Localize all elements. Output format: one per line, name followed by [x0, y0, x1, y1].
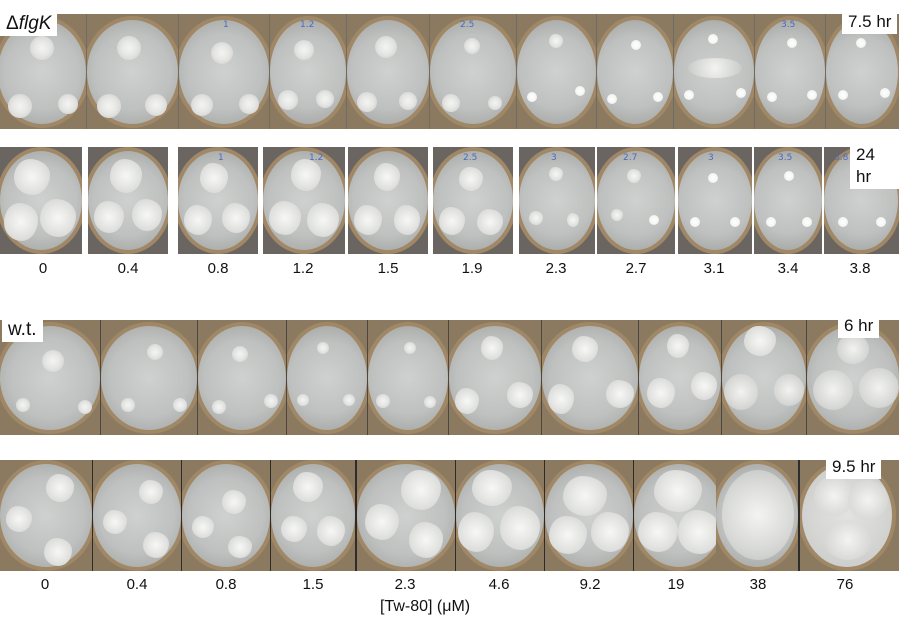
time-label-24hr: 24 hr — [850, 143, 899, 189]
axis-title: [Tw-80] (μM) — [380, 598, 471, 615]
conc-label: 3.1 — [703, 260, 725, 277]
plate — [0, 147, 82, 254]
plate — [88, 147, 168, 254]
conc-label: 1.5 — [302, 576, 324, 593]
plate — [597, 14, 673, 129]
plate — [198, 320, 286, 435]
plate — [347, 14, 429, 129]
plate — [722, 320, 806, 435]
strain-label-wt: w.t. — [2, 318, 43, 342]
conc-label: 2.3 — [545, 260, 567, 277]
conc-label: 2.7 — [625, 260, 647, 277]
plate — [639, 320, 721, 435]
plate — [674, 14, 754, 129]
conc-label: 3.8 — [849, 260, 871, 277]
plate — [271, 460, 355, 571]
conc-label: 0 — [38, 260, 48, 277]
plate — [634, 460, 724, 571]
time-label-9-5hr: 9.5 hr — [826, 455, 882, 479]
time-label-6hr: 6 hr — [838, 314, 880, 338]
plate — [287, 320, 367, 435]
plate: 3.5 — [754, 147, 822, 254]
plate — [182, 460, 270, 571]
strain-wt: w.t. — [8, 319, 37, 340]
plate — [87, 14, 178, 129]
plate — [101, 320, 197, 435]
plate — [716, 460, 798, 571]
time-label-7-5hr: 7.5 hr — [842, 10, 898, 34]
plate — [0, 460, 92, 571]
plate: 1.2 — [270, 14, 346, 129]
plate — [807, 320, 899, 435]
plate — [456, 460, 544, 571]
conc-label: 0 — [40, 576, 50, 593]
plate — [517, 14, 596, 129]
conc-label: 1.2 — [292, 260, 314, 277]
plate: 3 — [519, 147, 595, 254]
plate: 2.7 — [597, 147, 675, 254]
plate — [542, 320, 638, 435]
strain-gene: flgK — [18, 13, 52, 34]
conc-label: 4.6 — [488, 576, 510, 593]
conc-label: 1.9 — [461, 260, 483, 277]
strain-label-flgk: ΔflgK — [0, 12, 58, 36]
plate: 1 — [178, 147, 258, 254]
plate: 1 — [179, 14, 269, 129]
conc-label: 0.8 — [215, 576, 237, 593]
plate: 2.5 — [430, 14, 516, 129]
plate — [0, 320, 100, 435]
plate: 3.5 — [755, 14, 825, 129]
conc-label: 38 — [749, 576, 767, 593]
plate: 3 — [678, 147, 752, 254]
plate — [357, 460, 455, 571]
conc-label: 3.4 — [777, 260, 799, 277]
strain-prefix: Δ — [6, 13, 19, 34]
plate — [348, 147, 428, 254]
plate — [368, 320, 448, 435]
wt-row-9-5hr — [0, 460, 899, 571]
flgk-row-7-5hr: 1 1.2 2.5 — [0, 14, 899, 129]
plate: 1.2 — [263, 147, 345, 254]
conc-label: 2.3 — [394, 576, 416, 593]
plate — [93, 460, 181, 571]
conc-label: 0.4 — [126, 576, 148, 593]
wt-row-6hr — [0, 320, 899, 435]
conc-label: 1.5 — [377, 260, 399, 277]
conc-label: 9.2 — [579, 576, 601, 593]
plate — [449, 320, 541, 435]
plate: 2.5 — [433, 147, 513, 254]
flgk-row-24hr: 1 1.2 2.5 3 2.7 3 — [0, 147, 899, 254]
conc-label: 19 — [667, 576, 685, 593]
plate — [545, 460, 633, 571]
conc-label: 0.8 — [207, 260, 229, 277]
conc-label: 76 — [836, 576, 854, 593]
conc-label: 0.4 — [117, 260, 139, 277]
